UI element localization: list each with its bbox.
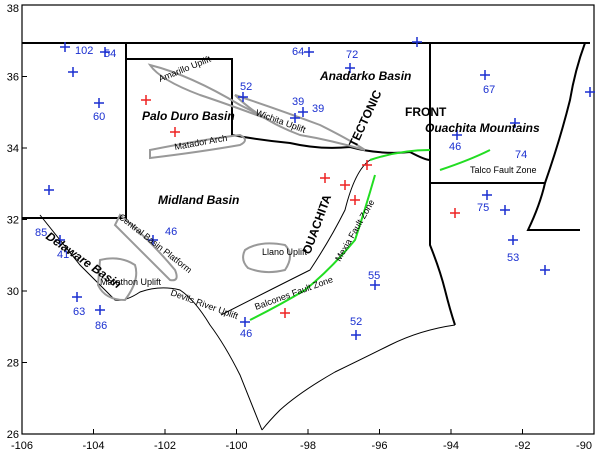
station-count: 46 <box>165 226 177 238</box>
map-frame <box>21 4 595 435</box>
station-count: 53 <box>507 252 519 264</box>
y-tick-label: 34 <box>7 143 19 155</box>
station-count: 74 <box>515 149 527 161</box>
station-count: 64 <box>292 46 304 58</box>
station-count: 46 <box>240 328 252 340</box>
station-count: 75 <box>477 202 489 214</box>
y-tick-label: 26 <box>7 429 19 441</box>
y-tick-label: 30 <box>7 286 19 298</box>
y-tick-label: 32 <box>7 215 19 227</box>
fault-zones <box>249 149 491 321</box>
x-tick-label: -96 <box>372 440 388 452</box>
x-tick-label: -104 <box>82 440 104 452</box>
station-count: 52 <box>350 316 362 328</box>
station-count: 102 <box>75 45 93 57</box>
uplift-outlines <box>96 63 366 302</box>
state-borders <box>22 42 590 326</box>
region-label: Anadarko Basin <box>319 69 411 83</box>
x-tick-label: -90 <box>576 440 592 452</box>
station-count: 39 <box>312 103 324 115</box>
station-count: 54 <box>104 48 116 60</box>
station-count: 60 <box>93 111 105 123</box>
station-count: 63 <box>73 306 85 318</box>
x-tick-label: -94 <box>443 440 459 452</box>
region-label: Palo Duro Basin <box>142 109 235 123</box>
y-tick-label: 28 <box>7 358 19 370</box>
y-tick-label: 36 <box>7 72 19 84</box>
station-count: 67 <box>483 84 495 96</box>
station-count: 86 <box>95 320 107 332</box>
region-label: Ouachita Mountains <box>425 121 540 135</box>
region-label: Talco Fault Zone <box>470 165 537 175</box>
x-tick-label: -106 <box>11 440 33 452</box>
x-tick-label: -98 <box>300 440 316 452</box>
x-tick-label: -92 <box>515 440 531 452</box>
station-count: 41 <box>57 249 69 261</box>
x-tick-label: -102 <box>154 440 176 452</box>
station-count: 85 <box>35 227 47 239</box>
station-count: 72 <box>346 49 358 61</box>
coastline-rivers <box>39 214 456 431</box>
region-label: Midland Basin <box>158 193 239 207</box>
event-markers <box>141 95 460 318</box>
region-label: Marathon Uplift <box>100 277 162 287</box>
station-count: 46 <box>449 141 461 153</box>
region-label: Llano Uplift <box>262 247 308 257</box>
station-count: 52 <box>240 81 252 93</box>
station-count: 55 <box>368 270 380 282</box>
tectonic-front <box>220 159 371 316</box>
region-label: FRONT <box>405 105 447 119</box>
x-tick-label: -100 <box>225 440 247 452</box>
station-count: 39 <box>292 96 304 108</box>
y-tick-label: 38 <box>7 3 19 15</box>
station-markers <box>44 37 595 340</box>
